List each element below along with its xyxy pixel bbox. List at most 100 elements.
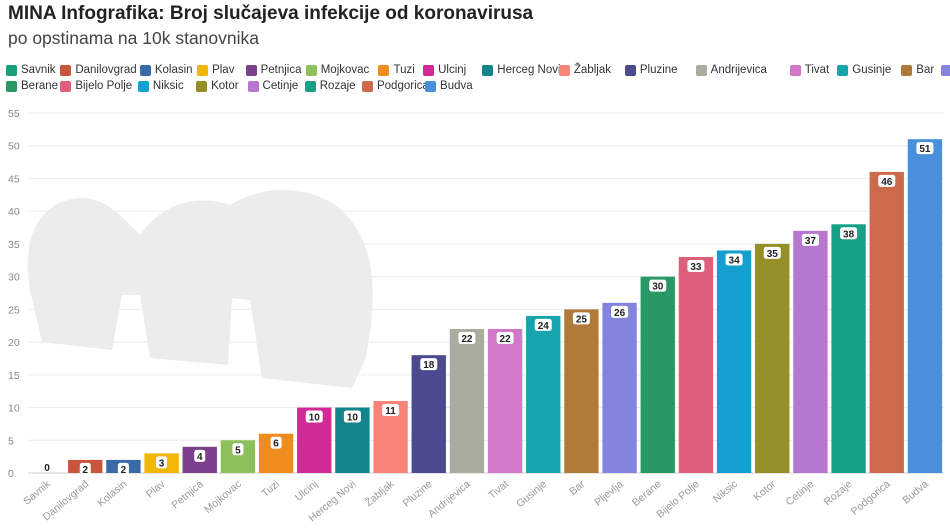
- x-tick-label-pluzine: Pluzine: [401, 478, 435, 509]
- chart-subtitle: po opstinama na 10k stanovnika: [8, 28, 259, 48]
- value-label-bg: [611, 305, 629, 318]
- x-tick-label-tivat: Tivat: [486, 478, 511, 502]
- legend-label: Mojkovac: [320, 64, 370, 76]
- legend-swatch: [378, 64, 390, 76]
- legend-item-danilovgrad[interactable]: Danilovgrad: [60, 62, 137, 78]
- x-tick-label-bijelo-polje: Bijelo Polje: [654, 478, 702, 521]
- legend-swatch: [695, 64, 707, 76]
- value-label-budva: 51: [916, 142, 934, 155]
- value-label-text: 25: [576, 314, 588, 325]
- legend-item-andrijevica[interactable]: Andrijevica: [695, 62, 767, 78]
- legend-item-savnik[interactable]: Savnik: [6, 62, 56, 78]
- legend-item-tivat[interactable]: Tivat: [789, 62, 829, 78]
- legend-label: Gusinje: [852, 64, 892, 76]
- legend-label: Žabljak: [573, 64, 611, 76]
- value-label-bg: [343, 410, 361, 423]
- value-label-bg: [496, 332, 514, 344]
- legend-item-kotor[interactable]: Kotor: [196, 78, 239, 94]
- x-tick-label-petnjica: Petnjica: [169, 478, 205, 511]
- y-tick-label: 55: [8, 108, 20, 120]
- value-label-text: 38: [843, 229, 855, 240]
- value-label-text: 11: [385, 406, 396, 417]
- bar-kotor[interactable]: [755, 243, 790, 473]
- value-label-bg: [763, 246, 781, 259]
- value-label-text: 2: [121, 465, 127, 476]
- value-label-text: 35: [767, 249, 779, 260]
- value-label-bg: [382, 404, 400, 416]
- value-label-bg: [194, 449, 206, 462]
- x-tick-label-mojkovac: Mojkovac: [202, 478, 244, 516]
- legend-item-pluzine[interactable]: Pluzine: [624, 62, 678, 78]
- legend-item-rozaje[interactable]: Rozaje: [304, 78, 356, 94]
- bar-budva[interactable]: [907, 139, 943, 473]
- value-label-text: 33: [690, 262, 702, 273]
- legend-item-berane[interactable]: Berane: [6, 78, 58, 94]
- legend-item-niksic[interactable]: Niksic: [137, 78, 184, 94]
- legend-swatch: [304, 80, 316, 92]
- bar-gusinje[interactable]: [526, 315, 561, 473]
- value-label-text: 10: [347, 413, 359, 424]
- x-tick-label-niksic: Niksic: [711, 478, 740, 505]
- legend-item-herceg-novi[interactable]: Herceg Novi: [482, 62, 561, 78]
- bar-berane[interactable]: [640, 276, 675, 473]
- legend: Savnik Danilovgrad Kolasin Plav Petnjica Mojk…: [6, 62, 950, 94]
- x-tick-label-bar: Bar: [567, 478, 588, 498]
- legend-swatch: [197, 64, 209, 76]
- value-label-text: 22: [461, 334, 473, 345]
- legend-row: Savnik Danilovgrad Kolasin Plav Petnjica Mojk…: [6, 62, 950, 78]
- value-label-text: 6: [273, 439, 279, 450]
- value-label-text: 26: [614, 308, 626, 319]
- legend-label: Bar: [916, 64, 935, 76]
- value-label-text: 18: [423, 360, 435, 371]
- legend-item-gusinje[interactable]: Gusinje: [837, 62, 891, 78]
- legend-item-kolasin[interactable]: Kolasin: [139, 62, 193, 78]
- legend-label: Savnik: [21, 64, 56, 76]
- bar-rozaje[interactable]: [831, 224, 866, 473]
- value-label-gusinje: 24: [534, 318, 552, 332]
- value-label-bg: [687, 260, 705, 272]
- legend-item-cetinje[interactable]: Cetinje: [247, 78, 299, 94]
- legend-item-pljevlja[interactable]: Pljevlja: [941, 62, 950, 78]
- legend-swatch: [423, 64, 435, 76]
- legend-item-ulcinj[interactable]: Ulcinj: [423, 62, 466, 78]
- bar-cetinje[interactable]: [793, 230, 828, 473]
- legend-swatch: [901, 64, 913, 76]
- value-label-berane: 30: [649, 279, 667, 293]
- bar-niksic[interactable]: [716, 250, 752, 473]
- x-tick-label-tuzi: Tuzi: [259, 478, 282, 500]
- y-tick-label: 5: [8, 435, 14, 447]
- legend-swatch: [196, 80, 208, 92]
- legend-label: Berane: [21, 80, 59, 92]
- value-label-text: 2: [82, 465, 88, 476]
- value-label-text: 30: [652, 282, 664, 293]
- bar-podgorica[interactable]: [869, 171, 904, 473]
- value-label-zabljak: 11: [382, 404, 400, 417]
- y-tick-label: 15: [8, 370, 20, 382]
- legend-item-budva[interactable]: Budva: [425, 78, 473, 94]
- bar-andrijevica[interactable]: [449, 329, 485, 473]
- value-label-text: 4: [197, 452, 203, 463]
- value-label-danilovgrad: 2: [79, 462, 91, 476]
- bar-pluzine[interactable]: [411, 355, 446, 473]
- bar-bar[interactable]: [564, 309, 599, 473]
- legend-item-bijelo-polje[interactable]: Bijelo Polje: [60, 78, 132, 94]
- value-label-text: 10: [309, 413, 321, 424]
- legend-label: Cetinje: [262, 80, 299, 92]
- legend-item-mojkovac[interactable]: Mojkovac: [305, 62, 370, 78]
- value-label-mojkovac: 5: [232, 443, 244, 456]
- legend-swatch: [139, 64, 151, 76]
- y-tick-label: 10: [8, 403, 20, 415]
- legend-item-bar[interactable]: Bar: [901, 62, 934, 78]
- y-tick-label: 30: [8, 272, 20, 284]
- legend-item-plav[interactable]: Plav: [197, 62, 234, 78]
- bar-bijelo-polje[interactable]: [678, 257, 714, 473]
- value-label-andrijevica: 22: [458, 332, 476, 345]
- legend-item-zabljak[interactable]: Žabljak: [558, 62, 611, 78]
- legend-item-podgorica[interactable]: Podgorica: [361, 78, 429, 94]
- legend-swatch: [6, 64, 17, 76]
- legend-item-petnjica[interactable]: Petnjica: [245, 62, 302, 78]
- x-tick-label-budva: Budva: [900, 478, 931, 506]
- legend-item-tuzi[interactable]: Tuzi: [378, 62, 415, 78]
- bar-pljevlja[interactable]: [602, 302, 637, 473]
- bar-tivat[interactable]: [487, 329, 523, 473]
